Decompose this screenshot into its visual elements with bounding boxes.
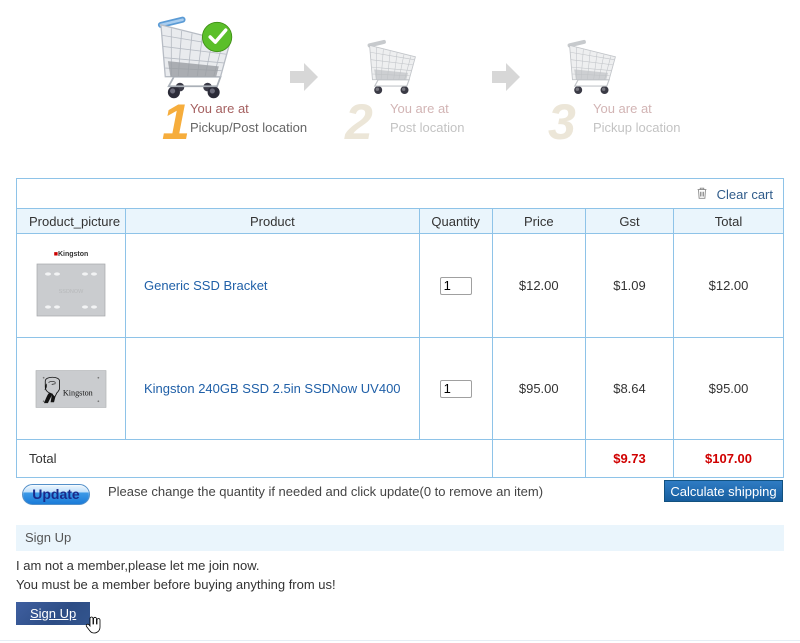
svg-text:Kingston: Kingston [63,388,93,397]
svg-text:SSDNOW: SSDNOW [59,289,85,295]
